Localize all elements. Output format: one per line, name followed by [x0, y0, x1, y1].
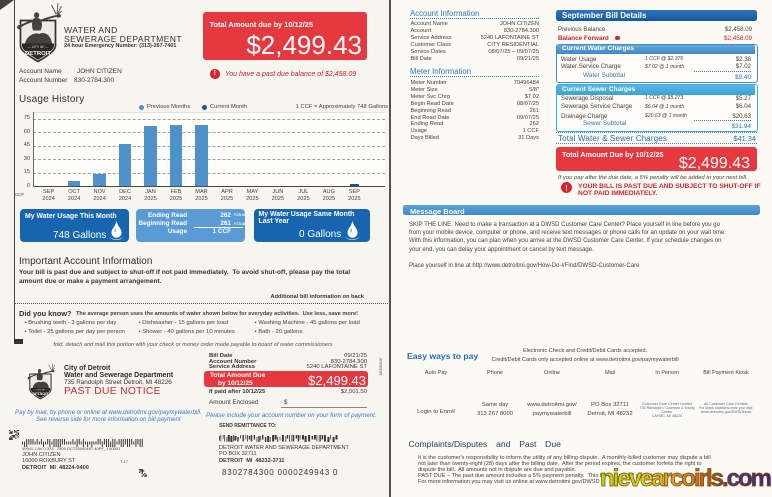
svg-text:— CITY OF —: — CITY OF — — [28, 45, 49, 49]
svg-text:— CITY OF —: — CITY OF — — [34, 389, 47, 391]
svg-text:DETROIT: DETROIT — [32, 392, 48, 396]
svg-text:nievearcoirls.com: nievearcoirls.com — [600, 465, 772, 492]
svg-text:DETROIT: DETROIT — [25, 50, 51, 57]
